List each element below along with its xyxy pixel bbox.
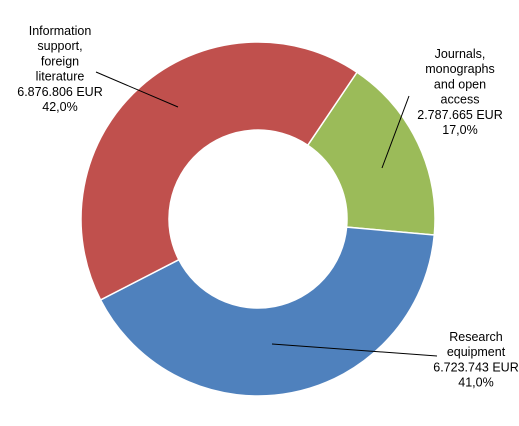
slice-information-support-foreign-literature [80,41,359,301]
leader-line-information-support-foreign-literature [95,71,179,108]
data-label-line: foreign [41,54,79,68]
data-label-line: 41,0% [458,376,493,390]
data-label-line: Journals, [435,47,486,61]
data-label-line: 17,0% [442,123,477,137]
data-label-line: support, [37,39,82,53]
slice-research-equipment [99,226,436,397]
data-label-line: 6.723.743 EUR [433,360,518,374]
data-label-line: access [441,93,480,107]
leader-line-journals-monographs-and-open-access [381,95,410,169]
data-label-line: 42,0% [42,100,77,114]
data-label-line: Research [449,330,503,344]
data-label-line: equipment [447,345,506,359]
leaders-layer [95,71,438,357]
slice-journals-monographs-and-open-access [306,71,436,236]
data-label-journals-monographs-and-open-access: Journals, monographs and open access 2.787.6… [417,47,502,137]
data-label-line: and open [434,77,486,91]
data-label-research-equipment: Research equipment 6.723.743 EUR 41,0% [433,330,518,390]
data-label-line: monographs [425,62,495,76]
leader-line-research-equipment [271,343,438,357]
data-label-line: Information [29,24,92,38]
labels-layer: Journals, monographs and open access 2.787.6… [17,24,518,390]
data-label-information-support-foreign-literature: Information support, foreign literature 6.87… [17,24,102,114]
data-label-line: literature [36,70,85,84]
slices-layer [80,41,436,397]
data-label-line: 2.787.665 EUR [417,108,502,122]
data-label-line: 6.876.806 EUR [17,85,102,99]
